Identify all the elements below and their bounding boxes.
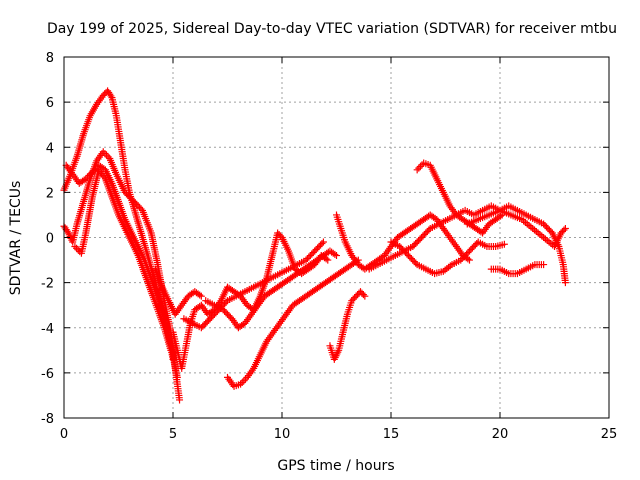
- y-tick-label: -8: [41, 412, 54, 427]
- x-axis-label: GPS time / hours: [277, 458, 394, 474]
- series-sat-15: [463, 206, 569, 251]
- data-point: [416, 162, 424, 170]
- data-point: [82, 175, 90, 183]
- data-point: [99, 148, 107, 156]
- data-point: [324, 256, 332, 264]
- data-point: [412, 259, 420, 267]
- data-point: [197, 292, 205, 300]
- series-sat-14: [487, 261, 548, 278]
- data-point: [413, 166, 421, 174]
- data-point: [359, 291, 367, 299]
- data-point: [103, 151, 111, 159]
- data-point: [238, 378, 246, 386]
- data-point: [222, 298, 230, 306]
- data-point: [239, 320, 247, 328]
- y-tick-label: 6: [46, 96, 54, 111]
- x-tick-label: 25: [601, 427, 618, 442]
- data-point: [74, 246, 82, 254]
- data-point: [240, 377, 248, 385]
- data-point: [241, 375, 249, 383]
- x-tick-label: 10: [274, 427, 291, 442]
- data-point: [418, 161, 426, 169]
- x-tick-label: 15: [383, 427, 400, 442]
- data-point: [107, 92, 115, 100]
- data-point: [333, 252, 340, 260]
- series-sat-16: [152, 265, 205, 318]
- data-point: [173, 373, 181, 381]
- y-tick-label: 2: [46, 186, 54, 201]
- data-point: [73, 244, 81, 252]
- data-point: [101, 149, 109, 157]
- data-point: [237, 380, 245, 388]
- data-point: [318, 240, 326, 248]
- data-point: [196, 302, 204, 310]
- data-point: [477, 228, 485, 236]
- series-sat-12: [413, 159, 506, 237]
- x-tick-label: 20: [492, 427, 509, 442]
- data-point: [137, 205, 145, 213]
- series-sat-13: [387, 238, 508, 278]
- data-point: [561, 279, 569, 287]
- data-point: [415, 164, 423, 172]
- data-point: [540, 261, 548, 269]
- data-point: [88, 168, 96, 176]
- x-tick-label: 0: [60, 427, 68, 442]
- series-sat-9: [326, 288, 369, 363]
- data-point: [500, 240, 508, 248]
- x-tick-label: 5: [169, 427, 177, 442]
- data-point: [71, 243, 79, 251]
- y-tick-label: 4: [46, 141, 54, 156]
- y-tick-label: -4: [41, 322, 54, 337]
- y-tick-label: -2: [41, 277, 54, 292]
- data-point: [196, 291, 204, 299]
- data-point: [465, 256, 473, 264]
- data-point: [87, 170, 95, 178]
- data-point: [425, 226, 433, 234]
- data-point: [361, 292, 369, 300]
- series-sat-7: [224, 256, 362, 390]
- data-point: [167, 346, 175, 354]
- y-axis-label: SDTVAR / TECUs: [8, 181, 24, 296]
- data-point: [331, 250, 339, 258]
- data-point: [83, 173, 91, 181]
- data-point: [560, 226, 568, 234]
- series-sat-4: [71, 166, 175, 354]
- data-point: [85, 171, 93, 179]
- data-point: [561, 224, 569, 232]
- data-point: [176, 396, 184, 404]
- series-sat-6: [202, 247, 340, 332]
- data-point: [104, 153, 112, 161]
- chart-title: Day 199 of 2025, Sidereal Day-to-day VTE…: [47, 21, 617, 37]
- axis-ticks: 0 5 10 15 20 25 -8 -6 -4 -2 0 2 4 6 8: [41, 51, 617, 442]
- data-points: [60, 87, 569, 404]
- y-tick-label: -6: [41, 367, 54, 382]
- y-tick-label: 8: [46, 51, 54, 66]
- series-sat-8: [180, 238, 327, 332]
- data-point: [319, 238, 327, 246]
- y-tick-label: 0: [46, 232, 54, 247]
